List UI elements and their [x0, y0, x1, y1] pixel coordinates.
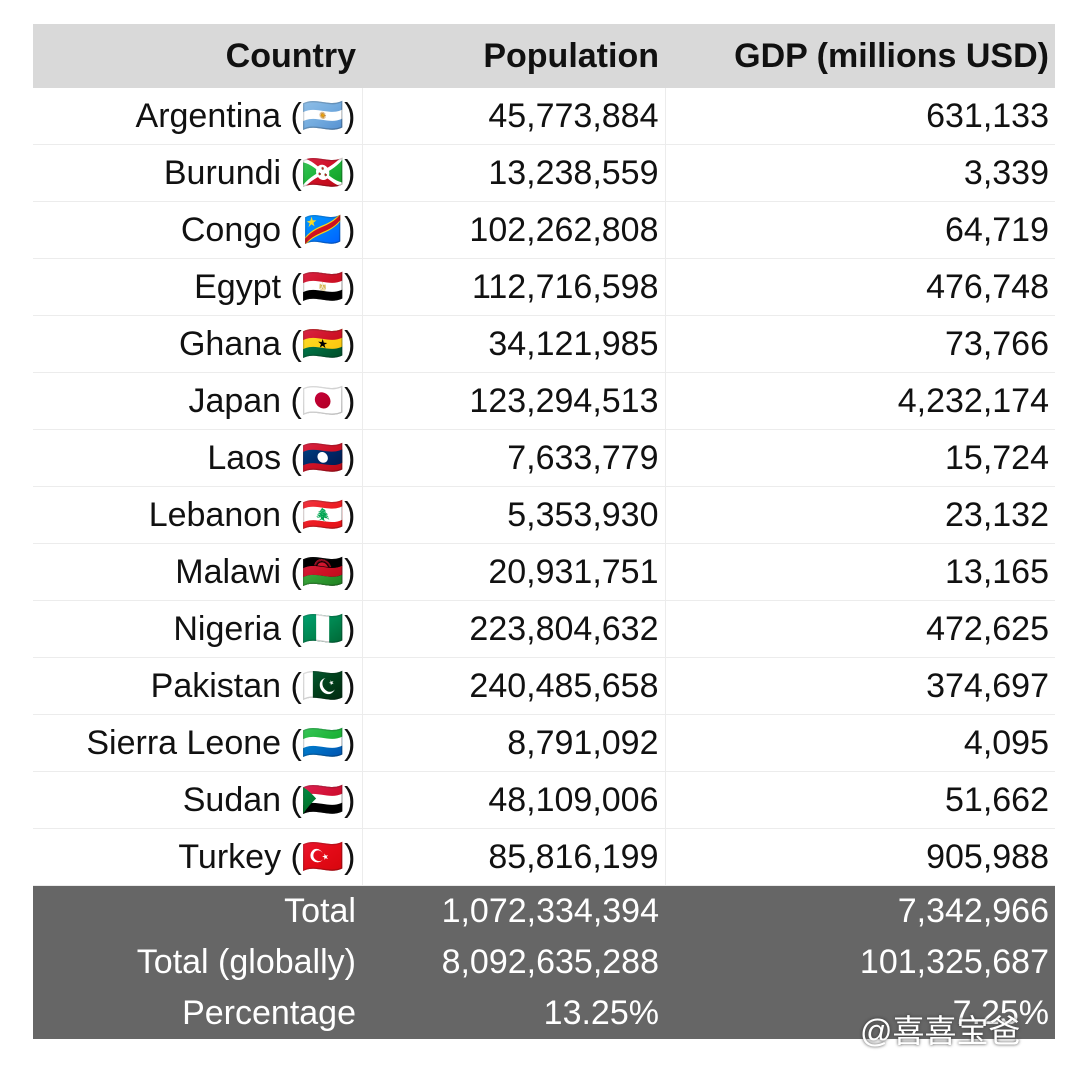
cell: Pakistan (🇵🇰) — [33, 657, 363, 715]
cell: 101,325,687 — [665, 937, 1055, 988]
cell: 905,988 — [665, 828, 1055, 886]
cell: 48,109,006 — [362, 771, 666, 829]
table-row: Laos (🇱🇦) 7,633,779 15,724 — [33, 429, 1055, 487]
cell: 64,719 — [665, 201, 1055, 259]
cell: 374,697 — [665, 657, 1055, 715]
table-row: Sudan (🇸🇩) 48,109,006 51,662 — [33, 771, 1055, 829]
cell: 23,132 — [665, 486, 1055, 544]
cell: Congo (🇨🇩) — [33, 201, 363, 259]
cell: 112,716,598 — [362, 258, 666, 316]
table-row: Pakistan (🇵🇰) 240,485,658 374,697 — [33, 657, 1055, 715]
table-row: Japan (🇯🇵) 123,294,513 4,232,174 — [33, 372, 1055, 430]
cell: 472,625 — [665, 600, 1055, 658]
cell: Burundi (🇧🇮) — [33, 144, 363, 202]
cell: Sierra Leone (🇸🇱) — [33, 714, 363, 772]
header-cell: GDP (millions USD) — [665, 24, 1055, 88]
table-row: Egypt (🇪🇬) 112,716,598 476,748 — [33, 258, 1055, 316]
cell: 8,092,635,288 — [362, 937, 665, 988]
cell: 20,931,751 — [362, 543, 666, 601]
cell: 4,232,174 — [665, 372, 1055, 430]
cell: 1,072,334,394 — [362, 885, 665, 937]
cell: Lebanon (🇱🇧) — [33, 486, 363, 544]
table-row: Argentina (🇦🇷) 45,773,884 631,133 — [33, 88, 1055, 145]
cell: 4,095 — [665, 714, 1055, 772]
cell: 51,662 — [665, 771, 1055, 829]
cell: 223,804,632 — [362, 600, 666, 658]
summary-row: Total 1,072,334,394 7,342,966 — [33, 885, 1055, 937]
header-row: Country Population GDP (millions USD) — [33, 24, 1055, 88]
watermark: @喜喜宝爸 — [860, 1013, 1021, 1049]
cell: Egypt (🇪🇬) — [33, 258, 363, 316]
cell: 631,133 — [665, 88, 1055, 145]
cell: 15,724 — [665, 429, 1055, 487]
summary-row: Total (globally) 8,092,635,288 101,325,687 — [33, 937, 1055, 988]
table-row: Congo (🇨🇩) 102,262,808 64,719 — [33, 201, 1055, 259]
cell: 7.25% — [665, 988, 1055, 1039]
cell: Japan (🇯🇵) — [33, 372, 363, 430]
cell: 73,766 — [665, 315, 1055, 373]
cell: 45,773,884 — [362, 88, 666, 145]
data-table: Country Population GDP (millions USD) Arge… — [33, 24, 1055, 1039]
cell: Malawi (🇲🇼) — [33, 543, 363, 601]
cell: Nigeria (🇳🇬) — [33, 600, 363, 658]
cell: 123,294,513 — [362, 372, 666, 430]
cell: 7,342,966 — [665, 885, 1055, 937]
cell: 7,633,779 — [362, 429, 666, 487]
cell: 102,262,808 — [362, 201, 666, 259]
table-row: Nigeria (🇳🇬) 223,804,632 472,625 — [33, 600, 1055, 658]
cell: 13.25% — [362, 988, 665, 1039]
cell: 476,748 — [665, 258, 1055, 316]
header-cell: Population — [362, 24, 665, 88]
table-row: Lebanon (🇱🇧) 5,353,930 23,132 — [33, 486, 1055, 544]
cell: 8,791,092 — [362, 714, 666, 772]
cell: Argentina (🇦🇷) — [33, 88, 363, 145]
cell: 3,339 — [665, 144, 1055, 202]
cell: 13,165 — [665, 543, 1055, 601]
cell: Turkey (🇹🇷) — [33, 828, 363, 886]
cell: Total (globally) — [33, 937, 362, 988]
table-row: Burundi (🇧🇮) 13,238,559 3,339 — [33, 144, 1055, 202]
cell: Percentage — [33, 988, 362, 1039]
cell: 240,485,658 — [362, 657, 666, 715]
summary-row: Percentage 13.25% 7.25% — [33, 988, 1055, 1039]
cell: Total — [33, 885, 362, 937]
cell: 85,816,199 — [362, 828, 666, 886]
cell: 5,353,930 — [362, 486, 666, 544]
cell: Ghana (🇬🇭) — [33, 315, 363, 373]
header-cell: Country — [33, 24, 362, 88]
table-row: Sierra Leone (🇸🇱) 8,791,092 4,095 — [33, 714, 1055, 772]
cell: Sudan (🇸🇩) — [33, 771, 363, 829]
cell: 34,121,985 — [362, 315, 666, 373]
table-row: Malawi (🇲🇼) 20,931,751 13,165 — [33, 543, 1055, 601]
cell: 13,238,559 — [362, 144, 666, 202]
cell: Laos (🇱🇦) — [33, 429, 363, 487]
table-row: Ghana (🇬🇭) 34,121,985 73,766 — [33, 315, 1055, 373]
table-row: Turkey (🇹🇷) 85,816,199 905,988 — [33, 828, 1055, 886]
